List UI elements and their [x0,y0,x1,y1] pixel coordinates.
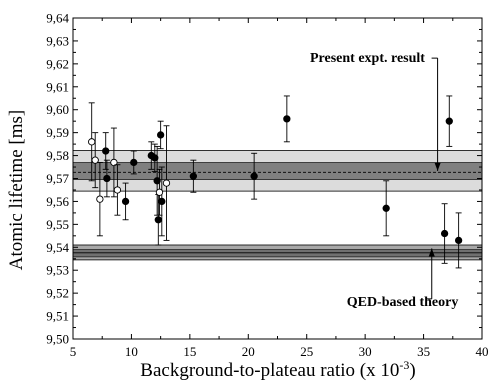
y-tick-label: 9,61 [46,79,69,94]
data-point-filled [121,197,130,206]
y-tick-label: 9,63 [46,33,69,48]
bands-layer [72,150,483,261]
x-tick-label: 10 [125,344,138,359]
theory-band-inner [72,249,483,258]
y-tick-label: 9,64 [46,11,69,26]
data-point-filled [382,204,390,212]
expt-annotation-label: Present expt. result [310,51,425,66]
x-tick-label: 40 [476,344,489,359]
x-tick-label: 15 [183,344,196,359]
y-tick-label: 9,53 [46,263,69,278]
y-tick-label: 9,50 [46,332,69,347]
y-tick-label: 9,58 [46,148,69,163]
data-points-layer [88,95,463,269]
data-point-filled [454,236,463,245]
data-point-filled [154,216,162,224]
theory-annotation-label: QED-based theory [347,295,459,310]
data-point-open [88,138,96,146]
y-tick-label: 9,57 [46,171,69,186]
y-tick-label: 9,56 [46,194,69,209]
y-tick-label: 9,59 [46,125,69,140]
data-point-open [110,158,118,167]
y-tick-label: 9,52 [46,286,69,301]
y-tick-label: 9,60 [46,102,69,117]
data-point-filled [440,229,449,238]
x-tick-label: 5 [70,344,77,359]
data-point-open [96,195,104,203]
theory-annotation-arrow-head [428,248,435,257]
x-tick-label: 25 [300,344,313,359]
data-point-filled [102,147,110,155]
data-point-filled [283,115,291,123]
data-point-filled [158,197,166,206]
data-point-filled [189,172,198,180]
x-tick-label: 35 [417,344,430,359]
data-point-filled [445,117,453,125]
y-tick-label: 9,62 [46,56,69,71]
x-axis-title-close: ) [409,360,415,381]
x-axis-title-main: Background-to-plateau ratio (x 10 [140,360,399,381]
data-point-open [91,156,99,164]
y-tick-label: 9,54 [46,240,69,255]
expt-annotation-arrow-head [434,162,441,171]
data-point-filled [250,172,258,180]
x-tick-label: 20 [242,344,255,359]
ticks-layer: 5 10 15 20 25 30 35 40 9,50 9,51 9,52 9,53 9,54 9,55 9… [46,11,488,360]
data-point-filled [130,158,138,167]
data-point-open [162,179,171,187]
annotations-layer: Present expt. result QED-based theory [310,51,458,310]
x-axis-title-exponent: -3 [399,358,409,372]
x-tick-label: 30 [359,344,372,359]
data-point-filled [151,154,159,162]
x-axis-title: Background-to-plateau ratio (x 10-3) [140,358,415,381]
data-point-filled [103,174,111,183]
data-point-filled [156,131,165,139]
y-tick-label: 9,55 [46,217,69,232]
data-point-open [113,186,122,194]
y-axis-title: Atomic lifetime [ms] [6,110,27,270]
data-point-open [155,188,164,196]
data-point-filled [153,177,161,185]
y-tick-label: 9,51 [46,309,69,324]
